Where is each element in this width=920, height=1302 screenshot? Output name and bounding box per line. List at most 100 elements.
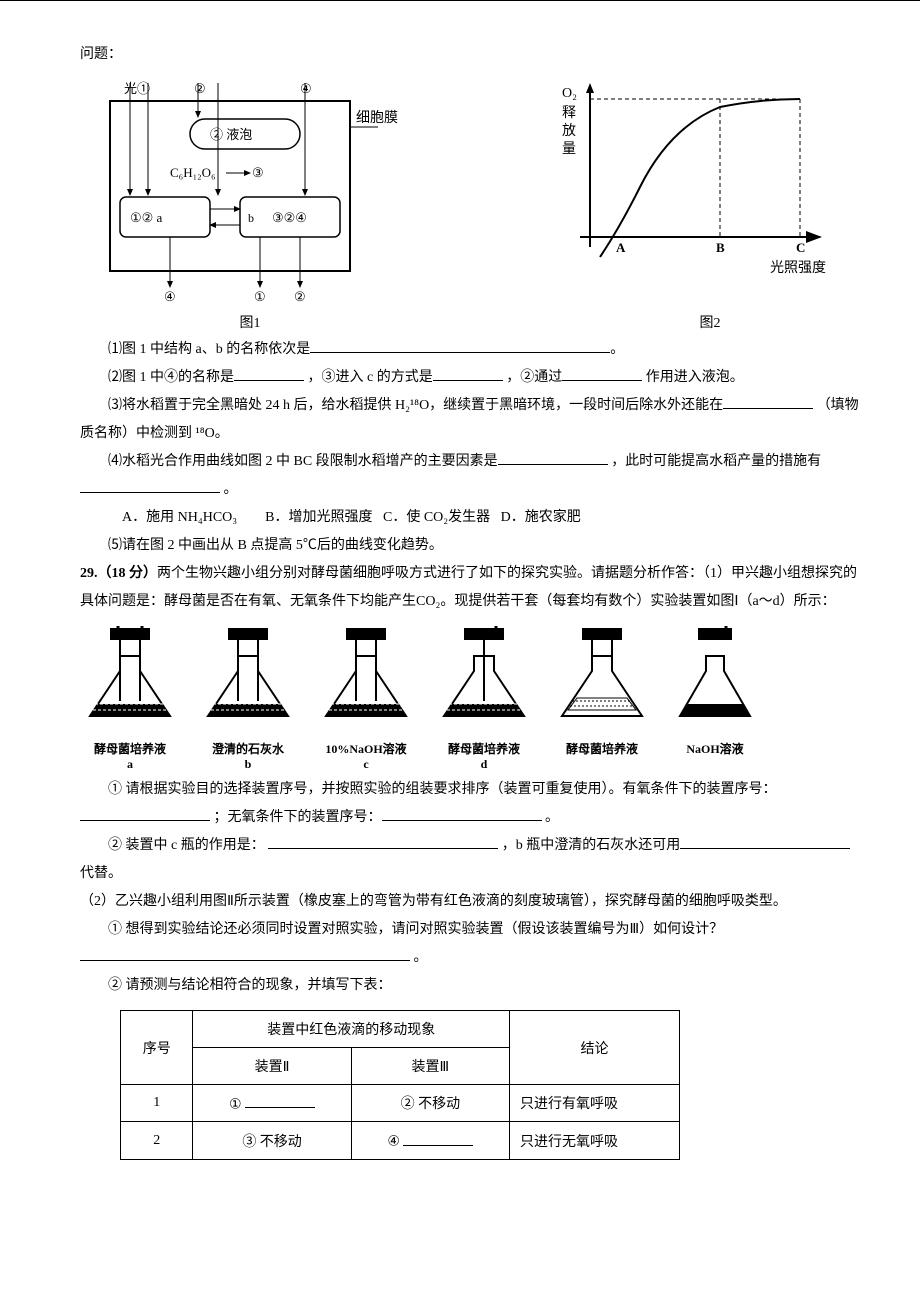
- flask-d-label: 酵母菌培养液: [434, 740, 534, 757]
- svg-text:③: ③: [252, 165, 264, 180]
- q2-blank3[interactable]: [562, 364, 642, 381]
- options-line: A．施用 NH₄HCO₃ B．增加光照强度 C．使 CO₂发生器 D．施农家肥: [80, 504, 860, 532]
- svg-text:光照强度: 光照强度: [770, 260, 826, 276]
- p29-body2: （2）乙兴趣小组利用图Ⅱ所示装置（橡皮塞上的弯管为带有红色液滴的刻度玻璃管），探…: [80, 888, 860, 916]
- svg-text:④: ④: [300, 81, 312, 96]
- q29-3-line: ① 想得到实验结论还必须同时设置对照实验，请问对照实验装置（假设该装置编号为Ⅲ）…: [80, 916, 860, 972]
- q2c: ，②通过: [506, 370, 562, 385]
- fig1-caption: 图1: [100, 312, 400, 332]
- q29-3a: ① 想得到实验结论还必须同时设置对照实验，请问对照实验装置（假设该装置编号为Ⅲ）…: [108, 922, 723, 937]
- flask-a-label: 酵母菌培养液: [80, 740, 180, 757]
- q1-text: ⑴图 1 中结构 a、b 的名称依次是: [108, 342, 310, 357]
- flask-b: 澄清的石灰水 b: [198, 626, 298, 772]
- flask-e: 酵母菌培养液: [552, 626, 652, 772]
- q29-1-line: ① 请根据实验目的选择装置序号，并按照实验的组装要求排序（装置可重复使用）。有氧…: [80, 776, 860, 832]
- flask-d-sub: d: [434, 757, 534, 772]
- q29-1-blank1[interactable]: [80, 804, 210, 821]
- td-r2c2: ③ 不移动: [193, 1122, 351, 1159]
- flask-e-label: 酵母菌培养液: [552, 740, 652, 757]
- flask-a-sub: a: [80, 757, 180, 772]
- q3-line: ⑶将水稻置于完全黑暗处 24 h 后，给水稻提供 H₂¹⁸O，继续置于黑暗环境，…: [80, 392, 860, 448]
- flask-f-label: NaOH溶液: [670, 740, 760, 757]
- svg-text:②: ②: [194, 81, 206, 96]
- q2b: ，③进入 c 的方式是: [308, 370, 433, 385]
- th-iii: 装置Ⅲ: [351, 1048, 509, 1085]
- td-n2: 2: [121, 1122, 193, 1159]
- figure-2: O₂ 释 放 量 A B C 光照强度: [560, 77, 860, 332]
- th-seq: 序号: [121, 1011, 193, 1085]
- td-r1c2[interactable]: ①: [193, 1085, 351, 1122]
- q1-line: ⑴图 1 中结构 a、b 的名称依次是。: [80, 336, 860, 364]
- svg-text:②: ②: [294, 289, 306, 304]
- svg-text:C: C: [796, 240, 805, 255]
- header-question: 问题：: [80, 41, 860, 69]
- p29-intro: 29.（18 分）两个生物兴趣小组分别对酵母菌细胞呼吸方式进行了如下的探究实验。…: [80, 560, 860, 616]
- svg-text:①② a: ①② a: [130, 210, 163, 225]
- q4a: ⑷水稻光合作用曲线如图 2 中 BC 段限制水稻增产的主要因素是: [108, 454, 498, 469]
- svg-text:①: ①: [254, 289, 266, 304]
- q29-2b: ，b 瓶中澄清的石灰水还可用: [502, 838, 681, 853]
- figure-row: 光① ② ④ ② 液泡 C₆H₁₂O₆ ③ ①② a: [100, 77, 860, 332]
- q4-blank1[interactable]: [498, 448, 608, 465]
- flask-a: 酵母菌培养液 a: [80, 626, 180, 772]
- svg-text:放: 放: [562, 123, 576, 139]
- opt-b[interactable]: B．增加光照强度: [265, 510, 372, 525]
- q29-1b: ；无氧条件下的装置序号：: [214, 810, 382, 825]
- p29-body1: 两个生物兴趣小组分别对酵母菌细胞呼吸方式进行了如下的探究实验。请据题分析作答：（…: [80, 566, 857, 609]
- svg-text:② 液泡: ② 液泡: [210, 127, 252, 142]
- q5-line: ⑸请在图 2 中画出从 B 点提高 5℃后的曲线变化趋势。: [80, 532, 860, 560]
- flask-c-sub: c: [316, 757, 416, 772]
- svg-text:③②④: ③②④: [272, 210, 307, 225]
- flask-b-label: 澄清的石灰水: [198, 740, 298, 757]
- svg-text:光①: 光①: [124, 81, 150, 96]
- td-r1c3: ② 不移动: [351, 1085, 509, 1122]
- td-r1c4: 只进行有氧呼吸: [510, 1085, 680, 1122]
- q2a: ⑵图 1 中④的名称是: [108, 370, 234, 385]
- svg-text:O₂: O₂: [562, 86, 577, 101]
- svg-text:④: ④: [164, 289, 176, 304]
- q2-line: ⑵图 1 中④的名称是 ，③进入 c 的方式是 ，②通过 作用进入液泡。: [80, 364, 860, 392]
- q2-blank1[interactable]: [234, 364, 304, 381]
- flask-c: 10%NaOH溶液 c: [316, 626, 416, 772]
- q2d: 作用进入液泡。: [646, 370, 744, 385]
- flask-c-label: 10%NaOH溶液: [316, 740, 416, 757]
- q29-2-line: ② 装置中 c 瓶的作用是： ，b 瓶中澄清的石灰水还可用 代替。: [80, 832, 860, 888]
- q29-3b: 。: [414, 950, 428, 965]
- svg-text:C₆H₁₂O₆: C₆H₁₂O₆: [170, 165, 216, 180]
- figure-1: 光① ② ④ ② 液泡 C₆H₁₂O₆ ③ ①② a: [100, 77, 400, 332]
- q2-blank2[interactable]: [433, 364, 503, 381]
- table-row: 1 ① ② 不移动 只进行有氧呼吸: [121, 1085, 680, 1122]
- q3-blank[interactable]: [723, 392, 813, 409]
- q4b: ，此时可能提高水稻产量的措施有: [611, 454, 821, 469]
- svg-text:B: B: [716, 240, 725, 255]
- q29-2-blank1[interactable]: [268, 832, 498, 849]
- q29-2-blank2[interactable]: [680, 832, 850, 849]
- th-ii: 装置Ⅱ: [193, 1048, 351, 1085]
- svg-text:A: A: [616, 240, 626, 255]
- th-concl: 结论: [510, 1011, 680, 1085]
- th-phenom: 装置中红色液滴的移动现象: [193, 1011, 510, 1048]
- svg-text:细胞膜: 细胞膜: [356, 110, 398, 126]
- flask-b-sub: b: [198, 757, 298, 772]
- q29-4-line: ② 请预测与结论相符合的现象，并填写下表：: [80, 972, 860, 1000]
- q1-blank[interactable]: [310, 336, 610, 353]
- q4-blank2[interactable]: [80, 476, 220, 493]
- td-r2c4: 只进行无氧呼吸: [510, 1122, 680, 1159]
- q29-1a: ① 请根据实验目的选择装置序号，并按照实验的组装要求排序（装置可重复使用）。有氧…: [108, 782, 777, 797]
- opt-c[interactable]: C．使 CO₂发生器: [383, 510, 490, 525]
- opt-a[interactable]: A．施用 NH₄HCO₃: [122, 510, 237, 525]
- svg-text:b: b: [248, 211, 254, 225]
- q4-line: ⑷水稻光合作用曲线如图 2 中 BC 段限制水稻增产的主要因素是 ，此时可能提高…: [80, 448, 860, 504]
- td-n1: 1: [121, 1085, 193, 1122]
- opt-d[interactable]: D．施农家肥: [501, 510, 581, 525]
- q29-1-blank2[interactable]: [382, 804, 542, 821]
- flask-f: NaOH溶液: [670, 626, 760, 772]
- table-row: 序号 装置中红色液滴的移动现象 结论: [121, 1011, 680, 1048]
- p29-head: 29.（18 分）: [80, 566, 157, 581]
- fig2-caption: 图2: [560, 312, 860, 332]
- flask-row: 酵母菌培养液 a 澄清的石灰水 b: [80, 626, 860, 772]
- td-r2c3[interactable]: ④: [351, 1122, 509, 1159]
- q29-3-blank[interactable]: [80, 944, 410, 961]
- q29-2a: ② 装置中 c 瓶的作用是：: [108, 838, 265, 853]
- svg-text:释: 释: [562, 105, 576, 121]
